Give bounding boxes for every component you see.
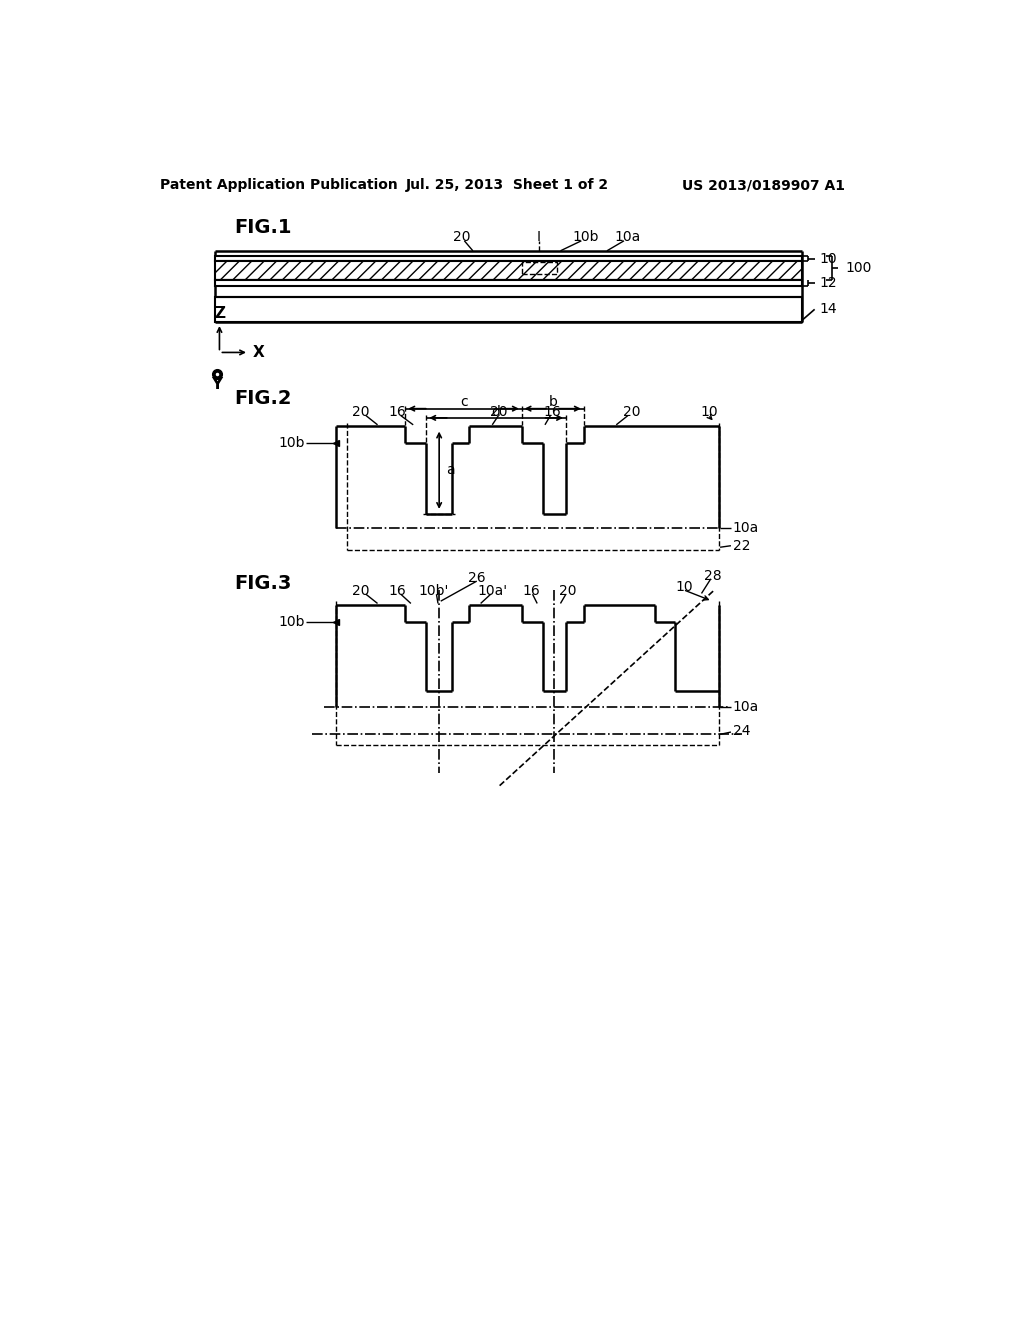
Text: 16: 16 bbox=[389, 405, 407, 420]
Text: Y: Y bbox=[212, 378, 222, 392]
Text: Patent Application Publication: Patent Application Publication bbox=[160, 178, 398, 193]
Text: Jul. 25, 2013  Sheet 1 of 2: Jul. 25, 2013 Sheet 1 of 2 bbox=[407, 178, 609, 193]
Text: 16: 16 bbox=[522, 585, 540, 598]
Text: US 2013/0189907 A1: US 2013/0189907 A1 bbox=[682, 178, 845, 193]
Bar bbox=[215, 280, 802, 286]
Text: 20: 20 bbox=[453, 230, 470, 244]
Text: X: X bbox=[252, 345, 264, 360]
Text: 10: 10 bbox=[676, 581, 693, 594]
Text: I: I bbox=[537, 230, 541, 244]
Bar bbox=[215, 297, 802, 322]
Text: 10b: 10b bbox=[572, 230, 598, 244]
Text: 10a: 10a bbox=[732, 700, 759, 714]
Text: 10b: 10b bbox=[279, 437, 305, 450]
Text: 22: 22 bbox=[732, 539, 750, 553]
Text: c: c bbox=[460, 396, 467, 409]
Text: Z: Z bbox=[214, 306, 225, 322]
Text: 10b: 10b bbox=[279, 615, 305, 628]
Text: FIG.1: FIG.1 bbox=[234, 218, 292, 238]
Text: d: d bbox=[492, 405, 501, 418]
Text: FIG.2: FIG.2 bbox=[234, 389, 292, 408]
Text: 20: 20 bbox=[489, 405, 507, 420]
Text: 20: 20 bbox=[623, 405, 640, 420]
Text: 10a: 10a bbox=[732, 521, 759, 535]
Text: 100: 100 bbox=[846, 261, 872, 275]
Text: a: a bbox=[445, 463, 455, 478]
Text: 10: 10 bbox=[819, 252, 837, 265]
Text: 12: 12 bbox=[819, 276, 837, 290]
Text: FIG.3: FIG.3 bbox=[234, 574, 292, 593]
Text: 20: 20 bbox=[352, 405, 370, 420]
Text: 10a': 10a' bbox=[477, 585, 507, 598]
Text: 10b': 10b' bbox=[419, 585, 450, 598]
Text: 16: 16 bbox=[544, 405, 561, 420]
Text: 20: 20 bbox=[559, 585, 577, 598]
Bar bbox=[215, 261, 802, 280]
Text: 26: 26 bbox=[468, 572, 485, 585]
Bar bbox=[215, 256, 802, 261]
Text: 14: 14 bbox=[819, 302, 837, 317]
Text: 28: 28 bbox=[705, 569, 722, 582]
Text: 16: 16 bbox=[389, 585, 407, 598]
Text: 10: 10 bbox=[700, 405, 718, 420]
Text: 24: 24 bbox=[732, 723, 750, 738]
Text: 10a: 10a bbox=[614, 230, 641, 244]
Text: b: b bbox=[548, 396, 557, 409]
Text: 20: 20 bbox=[352, 585, 370, 598]
Bar bbox=[521, 261, 557, 275]
